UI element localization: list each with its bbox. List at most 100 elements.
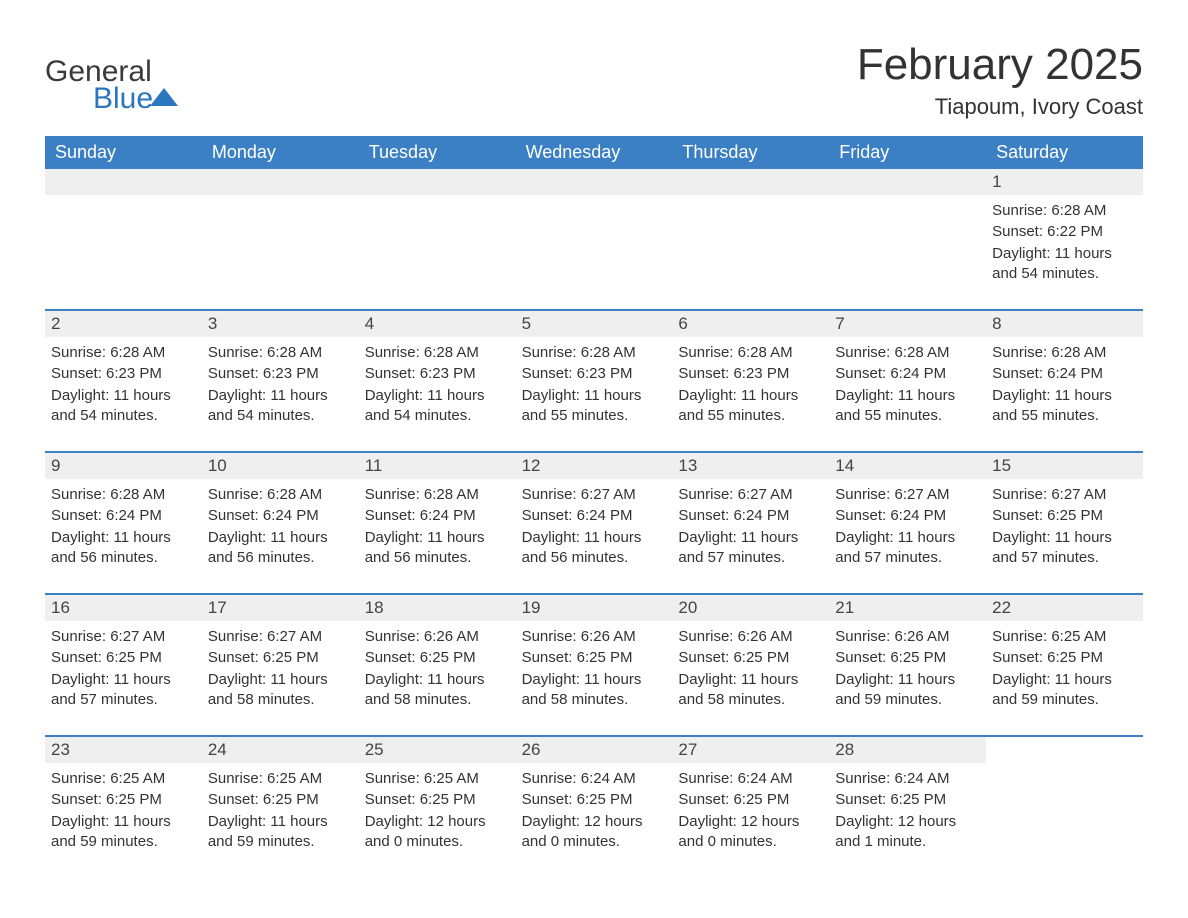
sunset-line: Sunset: 6:25 PM bbox=[992, 648, 1137, 668]
day-details: Sunrise: 6:28 AMSunset: 6:23 PMDaylight:… bbox=[516, 337, 673, 433]
weekday-header: Thursday bbox=[672, 136, 829, 169]
day-number: 1 bbox=[986, 169, 1143, 195]
day-cell: 17Sunrise: 6:27 AMSunset: 6:25 PMDayligh… bbox=[202, 595, 359, 717]
sunrise-line: Sunrise: 6:28 AM bbox=[51, 343, 196, 363]
day-cell: 18Sunrise: 6:26 AMSunset: 6:25 PMDayligh… bbox=[359, 595, 516, 717]
daylight-line: Daylight: 12 hours and 0 minutes. bbox=[365, 812, 510, 853]
empty-day-bar bbox=[672, 169, 829, 195]
day-details: Sunrise: 6:28 AMSunset: 6:23 PMDaylight:… bbox=[359, 337, 516, 433]
day-number: 9 bbox=[45, 453, 202, 479]
sunset-line: Sunset: 6:23 PM bbox=[678, 364, 823, 384]
sunset-line: Sunset: 6:25 PM bbox=[51, 790, 196, 810]
sunset-line: Sunset: 6:24 PM bbox=[51, 506, 196, 526]
daylight-line: Daylight: 11 hours and 56 minutes. bbox=[208, 528, 353, 569]
sunrise-line: Sunrise: 6:27 AM bbox=[208, 627, 353, 647]
sunset-line: Sunset: 6:25 PM bbox=[835, 648, 980, 668]
daylight-line: Daylight: 11 hours and 55 minutes. bbox=[835, 386, 980, 427]
day-number: 8 bbox=[986, 311, 1143, 337]
weekday-header: Wednesday bbox=[516, 136, 673, 169]
day-details: Sunrise: 6:24 AMSunset: 6:25 PMDaylight:… bbox=[516, 763, 673, 859]
day-number: 14 bbox=[829, 453, 986, 479]
sunset-line: Sunset: 6:25 PM bbox=[678, 648, 823, 668]
day-number: 12 bbox=[516, 453, 673, 479]
sunrise-line: Sunrise: 6:28 AM bbox=[522, 343, 667, 363]
day-cell: 23Sunrise: 6:25 AMSunset: 6:25 PMDayligh… bbox=[45, 737, 202, 859]
empty-day-bar bbox=[202, 169, 359, 195]
weekday-header: Sunday bbox=[45, 136, 202, 169]
sunrise-line: Sunrise: 6:28 AM bbox=[992, 201, 1137, 221]
daylight-line: Daylight: 11 hours and 56 minutes. bbox=[365, 528, 510, 569]
sunset-line: Sunset: 6:24 PM bbox=[522, 506, 667, 526]
day-details: Sunrise: 6:25 AMSunset: 6:25 PMDaylight:… bbox=[45, 763, 202, 859]
day-cell: 16Sunrise: 6:27 AMSunset: 6:25 PMDayligh… bbox=[45, 595, 202, 717]
daylight-line: Daylight: 12 hours and 0 minutes. bbox=[678, 812, 823, 853]
week-row: 2Sunrise: 6:28 AMSunset: 6:23 PMDaylight… bbox=[45, 309, 1143, 433]
day-details: Sunrise: 6:28 AMSunset: 6:22 PMDaylight:… bbox=[986, 195, 1143, 291]
sunrise-line: Sunrise: 6:27 AM bbox=[678, 485, 823, 505]
day-cell: 5Sunrise: 6:28 AMSunset: 6:23 PMDaylight… bbox=[516, 311, 673, 433]
header: General Blue February 2025 Tiapoum, Ivor… bbox=[45, 40, 1143, 120]
sunset-line: Sunset: 6:24 PM bbox=[835, 364, 980, 384]
sunrise-line: Sunrise: 6:24 AM bbox=[678, 769, 823, 789]
sunset-line: Sunset: 6:25 PM bbox=[522, 790, 667, 810]
day-details: Sunrise: 6:27 AMSunset: 6:25 PMDaylight:… bbox=[986, 479, 1143, 575]
sunrise-line: Sunrise: 6:27 AM bbox=[835, 485, 980, 505]
daylight-line: Daylight: 11 hours and 58 minutes. bbox=[208, 670, 353, 711]
sunset-line: Sunset: 6:24 PM bbox=[208, 506, 353, 526]
day-details: Sunrise: 6:25 AMSunset: 6:25 PMDaylight:… bbox=[359, 763, 516, 859]
daylight-line: Daylight: 11 hours and 57 minutes. bbox=[51, 670, 196, 711]
sunset-line: Sunset: 6:24 PM bbox=[835, 506, 980, 526]
daylight-line: Daylight: 11 hours and 54 minutes. bbox=[365, 386, 510, 427]
day-cell: 7Sunrise: 6:28 AMSunset: 6:24 PMDaylight… bbox=[829, 311, 986, 433]
day-cell: 14Sunrise: 6:27 AMSunset: 6:24 PMDayligh… bbox=[829, 453, 986, 575]
daylight-line: Daylight: 11 hours and 58 minutes. bbox=[522, 670, 667, 711]
day-cell bbox=[829, 169, 986, 291]
sunset-line: Sunset: 6:25 PM bbox=[365, 790, 510, 810]
daylight-line: Daylight: 11 hours and 54 minutes. bbox=[208, 386, 353, 427]
day-details: Sunrise: 6:27 AMSunset: 6:24 PMDaylight:… bbox=[829, 479, 986, 575]
week-row: 9Sunrise: 6:28 AMSunset: 6:24 PMDaylight… bbox=[45, 451, 1143, 575]
day-cell bbox=[516, 169, 673, 291]
location: Tiapoum, Ivory Coast bbox=[857, 94, 1143, 120]
day-cell: 24Sunrise: 6:25 AMSunset: 6:25 PMDayligh… bbox=[202, 737, 359, 859]
day-number: 13 bbox=[672, 453, 829, 479]
day-cell: 8Sunrise: 6:28 AMSunset: 6:24 PMDaylight… bbox=[986, 311, 1143, 433]
empty-day-bar bbox=[516, 169, 673, 195]
day-cell: 15Sunrise: 6:27 AMSunset: 6:25 PMDayligh… bbox=[986, 453, 1143, 575]
day-cell bbox=[45, 169, 202, 291]
empty-day-bar bbox=[359, 169, 516, 195]
daylight-line: Daylight: 11 hours and 54 minutes. bbox=[992, 244, 1137, 285]
day-number: 20 bbox=[672, 595, 829, 621]
sunset-line: Sunset: 6:24 PM bbox=[365, 506, 510, 526]
sunset-line: Sunset: 6:25 PM bbox=[678, 790, 823, 810]
daylight-line: Daylight: 11 hours and 57 minutes. bbox=[835, 528, 980, 569]
sunset-line: Sunset: 6:23 PM bbox=[522, 364, 667, 384]
day-cell: 13Sunrise: 6:27 AMSunset: 6:24 PMDayligh… bbox=[672, 453, 829, 575]
weekday-header: Friday bbox=[829, 136, 986, 169]
sunrise-line: Sunrise: 6:26 AM bbox=[835, 627, 980, 647]
day-cell: 28Sunrise: 6:24 AMSunset: 6:25 PMDayligh… bbox=[829, 737, 986, 859]
sunset-line: Sunset: 6:22 PM bbox=[992, 222, 1137, 242]
empty-day-bar bbox=[45, 169, 202, 195]
empty-day-bar bbox=[829, 169, 986, 195]
day-details: Sunrise: 6:26 AMSunset: 6:25 PMDaylight:… bbox=[359, 621, 516, 717]
sunset-line: Sunset: 6:24 PM bbox=[992, 364, 1137, 384]
day-details: Sunrise: 6:25 AMSunset: 6:25 PMDaylight:… bbox=[986, 621, 1143, 717]
sunrise-line: Sunrise: 6:28 AM bbox=[365, 485, 510, 505]
daylight-line: Daylight: 11 hours and 54 minutes. bbox=[51, 386, 196, 427]
day-number: 10 bbox=[202, 453, 359, 479]
weekday-header-row: Sunday Monday Tuesday Wednesday Thursday… bbox=[45, 136, 1143, 169]
day-cell: 12Sunrise: 6:27 AMSunset: 6:24 PMDayligh… bbox=[516, 453, 673, 575]
title-block: February 2025 Tiapoum, Ivory Coast bbox=[857, 40, 1143, 120]
day-cell: 3Sunrise: 6:28 AMSunset: 6:23 PMDaylight… bbox=[202, 311, 359, 433]
sunset-line: Sunset: 6:23 PM bbox=[365, 364, 510, 384]
day-details: Sunrise: 6:25 AMSunset: 6:25 PMDaylight:… bbox=[202, 763, 359, 859]
sunrise-line: Sunrise: 6:26 AM bbox=[365, 627, 510, 647]
daylight-line: Daylight: 11 hours and 55 minutes. bbox=[522, 386, 667, 427]
day-cell: 10Sunrise: 6:28 AMSunset: 6:24 PMDayligh… bbox=[202, 453, 359, 575]
sunrise-line: Sunrise: 6:28 AM bbox=[365, 343, 510, 363]
sunrise-line: Sunrise: 6:25 AM bbox=[51, 769, 196, 789]
weeks-container: 1Sunrise: 6:28 AMSunset: 6:22 PMDaylight… bbox=[45, 169, 1143, 859]
day-cell: 2Sunrise: 6:28 AMSunset: 6:23 PMDaylight… bbox=[45, 311, 202, 433]
sunset-line: Sunset: 6:25 PM bbox=[208, 648, 353, 668]
